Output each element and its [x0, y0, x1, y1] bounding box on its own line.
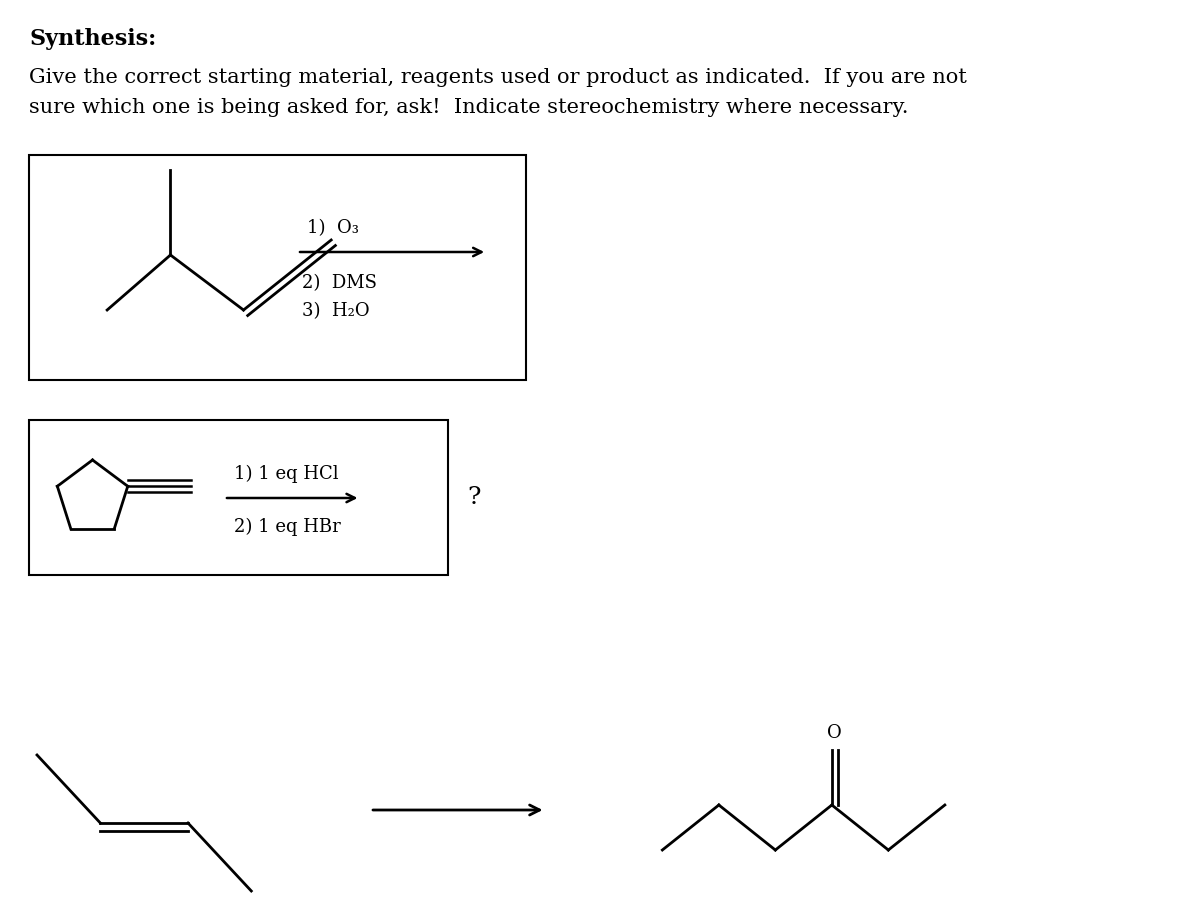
Text: sure which one is being asked for, ask!  Indicate stereochemistry where necessar: sure which one is being asked for, ask! … — [29, 98, 908, 117]
Text: Synthesis:: Synthesis: — [29, 28, 156, 50]
Text: 1) 1 eq HCl: 1) 1 eq HCl — [234, 464, 338, 483]
Text: 1)  O₃: 1) O₃ — [307, 219, 359, 237]
Text: ?: ? — [468, 486, 481, 510]
Text: 3)  H₂O: 3) H₂O — [302, 302, 370, 320]
Text: Give the correct starting material, reagents used or product as indicated.  If y: Give the correct starting material, reag… — [29, 68, 967, 87]
Bar — [29, 420, 448, 575]
Text: 2) 1 eq HBr: 2) 1 eq HBr — [234, 518, 341, 536]
Text: O: O — [827, 724, 842, 742]
Text: 2)  DMS: 2) DMS — [302, 274, 377, 292]
Bar — [29, 155, 526, 380]
